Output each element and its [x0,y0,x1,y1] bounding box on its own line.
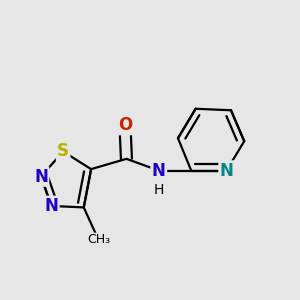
Text: O: O [118,116,132,134]
Text: H: H [154,183,164,197]
Text: N: N [220,162,233,180]
Text: N: N [152,162,166,180]
Text: N: N [34,167,48,185]
Text: S: S [57,142,69,160]
Text: N: N [44,197,58,215]
Text: CH₃: CH₃ [87,233,110,246]
Text: N: N [152,162,166,180]
